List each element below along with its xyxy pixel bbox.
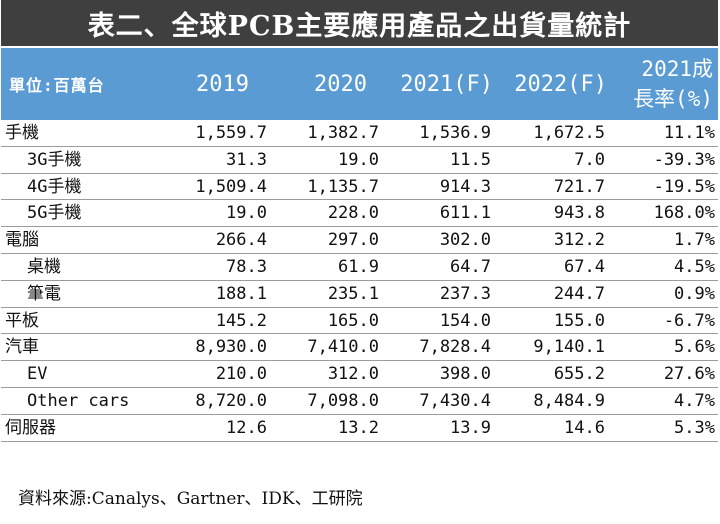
table-row: EV 210.0 312.0 398.0 655.2 27.6% xyxy=(1,361,718,388)
value-2020: 312.0 xyxy=(327,364,379,385)
table-title: 表二、全球PCB主要應用產品之出貨量統計 xyxy=(1,0,718,48)
value-2019: 145.2 xyxy=(215,310,267,331)
value-2020: 61.9 xyxy=(338,256,379,277)
value-2022f: 943.8 xyxy=(553,203,605,224)
row-label: 5G手機 xyxy=(27,203,82,224)
value-2021f: 914.3 xyxy=(439,176,491,197)
value-2021f: 398.0 xyxy=(439,364,491,385)
header-growth-line1: 2021成 xyxy=(641,57,713,81)
value-2020: 235.1 xyxy=(327,283,379,304)
value-growth: 27.6% xyxy=(663,364,715,385)
value-2022f: 721.7 xyxy=(553,176,605,197)
value-2022f: 9,140.1 xyxy=(533,337,605,358)
value-2022f: 67.4 xyxy=(564,256,605,277)
value-2019: 1,509.4 xyxy=(195,176,267,197)
value-2022f: 1,672.5 xyxy=(533,123,605,143)
header-year-2021f: 2021(F) xyxy=(400,71,493,97)
row-label: 筆電 xyxy=(27,283,61,304)
value-2021f: 7,430.4 xyxy=(419,390,491,411)
row-label: 汽車 xyxy=(5,337,39,358)
value-2019: 8,930.0 xyxy=(195,337,267,358)
table-row: 平板 145.2 165.0 154.0 155.0 -6.7% xyxy=(1,307,718,335)
value-2019: 78.3 xyxy=(226,256,267,277)
table-row: 桌機 78.3 61.9 64.7 67.4 4.5% xyxy=(1,253,718,281)
value-2020: 297.0 xyxy=(327,230,379,251)
row-label: 電腦 xyxy=(5,230,39,251)
value-2021f: 154.0 xyxy=(439,310,491,331)
row-label: 手機 xyxy=(5,123,39,143)
value-growth: 0.9% xyxy=(674,283,715,304)
row-label: EV xyxy=(27,364,48,385)
value-growth: 4.7% xyxy=(674,390,715,411)
value-2021f: 7,828.4 xyxy=(419,337,491,358)
value-growth: -6.7% xyxy=(663,310,715,331)
header-year-2022f: 2022(F) xyxy=(514,71,607,97)
value-growth: 1.7% xyxy=(674,230,715,251)
unit-label: 單位:百萬台 xyxy=(9,76,105,95)
value-2020: 1,135.7 xyxy=(307,176,379,197)
value-2019: 31.3 xyxy=(226,149,267,170)
row-label: 4G手機 xyxy=(27,176,82,197)
table-row: 筆電 188.1 235.1 237.3 244.7 0.9% xyxy=(1,280,718,308)
table-row: 汽車 8,930.0 7,410.0 7,828.4 9,140.1 5.6% xyxy=(1,334,718,362)
value-2022f: 655.2 xyxy=(553,364,605,385)
value-2022f: 155.0 xyxy=(553,310,605,331)
table-row: 伺服器 12.6 13.2 13.9 14.6 5.3% xyxy=(1,414,718,442)
row-label: 桌機 xyxy=(27,256,61,277)
table-header: 單位:百萬台 2019 2020 2021(F) 2022(F) 2021成 長… xyxy=(1,48,718,120)
value-2019: 1,559.7 xyxy=(195,123,267,143)
value-2021f: 13.9 xyxy=(450,417,491,438)
table-row: 手機 1,559.7 1,382.7 1,536.9 1,672.5 11.1% xyxy=(1,120,718,147)
table-row: 3G手機 31.3 19.0 11.5 7.0 -39.3% xyxy=(1,146,718,174)
value-2022f: 8,484.9 xyxy=(533,390,605,411)
value-growth: 11.1% xyxy=(663,123,715,143)
value-growth: 5.3% xyxy=(674,417,715,438)
value-2019: 266.4 xyxy=(215,230,267,251)
value-2019: 12.6 xyxy=(226,417,267,438)
value-2022f: 14.6 xyxy=(564,417,605,438)
value-2021f: 611.1 xyxy=(439,203,491,224)
value-2019: 188.1 xyxy=(215,283,267,304)
value-2020: 228.0 xyxy=(327,203,379,224)
value-2020: 13.2 xyxy=(338,417,379,438)
table-row: 5G手機 19.0 228.0 611.1 943.8 168.0% xyxy=(1,200,718,228)
value-2022f: 244.7 xyxy=(553,283,605,304)
value-growth: -19.5% xyxy=(653,176,715,197)
value-2020: 165.0 xyxy=(327,310,379,331)
value-2021f: 237.3 xyxy=(439,283,491,304)
value-growth: -39.3% xyxy=(653,149,715,170)
value-2021f: 11.5 xyxy=(450,149,491,170)
row-label: 平板 xyxy=(5,310,39,331)
table-row: 4G手機 1,509.4 1,135.7 914.3 721.7 -19.5% xyxy=(1,173,718,201)
value-2020: 7,410.0 xyxy=(307,337,379,358)
value-growth: 4.5% xyxy=(674,256,715,277)
header-year-2019: 2019 xyxy=(196,71,249,97)
value-2020: 19.0 xyxy=(338,149,379,170)
table-body: 手機 1,559.7 1,382.7 1,536.9 1,672.5 11.1% 3G手機 3… xyxy=(1,120,718,442)
value-2020: 7,098.0 xyxy=(307,390,379,411)
value-growth: 5.6% xyxy=(674,337,715,358)
value-2019: 19.0 xyxy=(226,203,267,224)
value-2019: 210.0 xyxy=(215,364,267,385)
value-2022f: 312.2 xyxy=(553,230,605,251)
value-2019: 8,720.0 xyxy=(195,390,267,411)
value-2021f: 1,536.9 xyxy=(419,123,491,143)
row-label: 3G手機 xyxy=(27,149,82,170)
source-note: 資料來源:Canalys、Gartner、IDK、工研院 xyxy=(18,489,363,509)
value-2021f: 64.7 xyxy=(450,256,491,277)
table-row: Other cars 8,720.0 7,098.0 7,430.4 8,484.9 4.… xyxy=(1,387,718,415)
table-row: 電腦 266.4 297.0 302.0 312.2 1.7% xyxy=(1,227,718,254)
header-growth: 2021成 長率(%) xyxy=(607,48,713,120)
header-year-2020: 2020 xyxy=(314,71,367,97)
value-2020: 1,382.7 xyxy=(307,123,379,143)
value-2021f: 302.0 xyxy=(439,230,491,251)
value-2022f: 7.0 xyxy=(574,149,605,170)
header-growth-line2: 長率(%) xyxy=(633,87,713,111)
value-growth: 168.0% xyxy=(653,203,715,224)
row-label: Other cars xyxy=(27,390,130,411)
row-label: 伺服器 xyxy=(5,417,56,438)
